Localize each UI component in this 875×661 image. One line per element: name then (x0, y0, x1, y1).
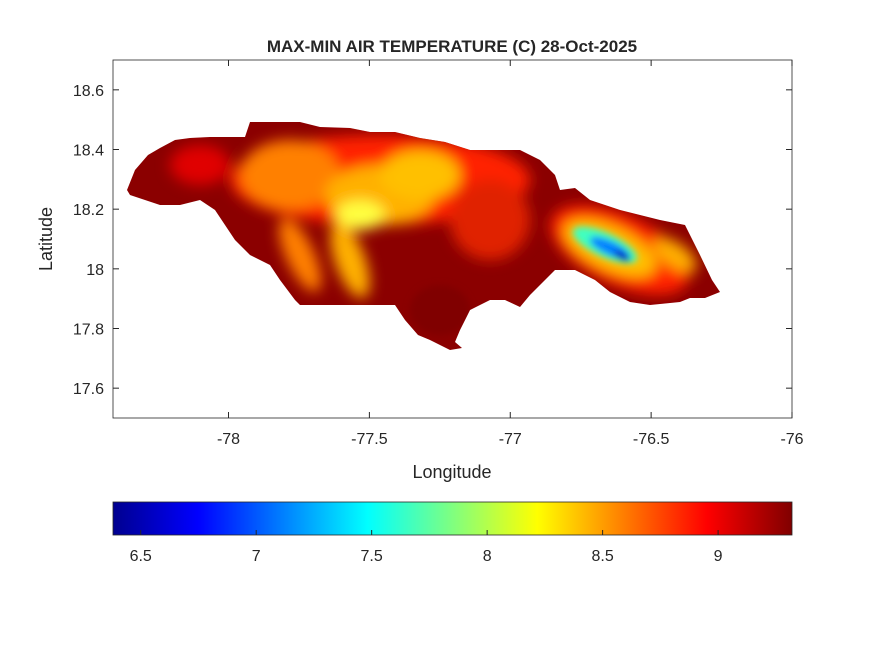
map-region (335, 200, 385, 230)
y-tick-label: 18 (86, 262, 104, 279)
colorbar-tick-label: 8 (483, 548, 492, 565)
map-region (613, 250, 631, 262)
map-region (410, 285, 470, 335)
x-tick-label: -77.5 (351, 431, 388, 448)
y-axis-label: Latitude (36, 207, 56, 271)
map-region (653, 237, 697, 273)
colorbar-tick-label: 6.5 (130, 548, 152, 565)
x-tick-label: -77 (499, 431, 522, 448)
y-tick-label: 18.2 (73, 202, 104, 219)
map-region (450, 180, 530, 260)
colorbar-tick-label: 7 (252, 548, 261, 565)
y-tick-label: 18.6 (73, 83, 104, 100)
x-axis-label: Longitude (412, 462, 491, 482)
y-tick-label: 17.6 (73, 381, 104, 398)
colorbar-tick-label: 9 (714, 548, 723, 565)
x-tick-label: -76 (780, 431, 803, 448)
map-region (278, 218, 322, 292)
map-region (240, 140, 340, 210)
x-tick-label: -78 (217, 431, 240, 448)
map-region (170, 145, 230, 185)
x-tick-label: -76.5 (633, 431, 670, 448)
chart-title: MAX-MIN AIR TEMPERATURE (C) 28-Oct-2025 (267, 37, 637, 56)
colorbar-tick-label: 7.5 (361, 548, 383, 565)
map-region (330, 222, 370, 298)
map-region (380, 150, 460, 200)
y-tick-label: 17.8 (73, 322, 104, 339)
colorbar (112, 501, 793, 536)
colorbar-tick-label: 8.5 (591, 548, 613, 565)
y-tick-label: 18.4 (73, 143, 104, 160)
